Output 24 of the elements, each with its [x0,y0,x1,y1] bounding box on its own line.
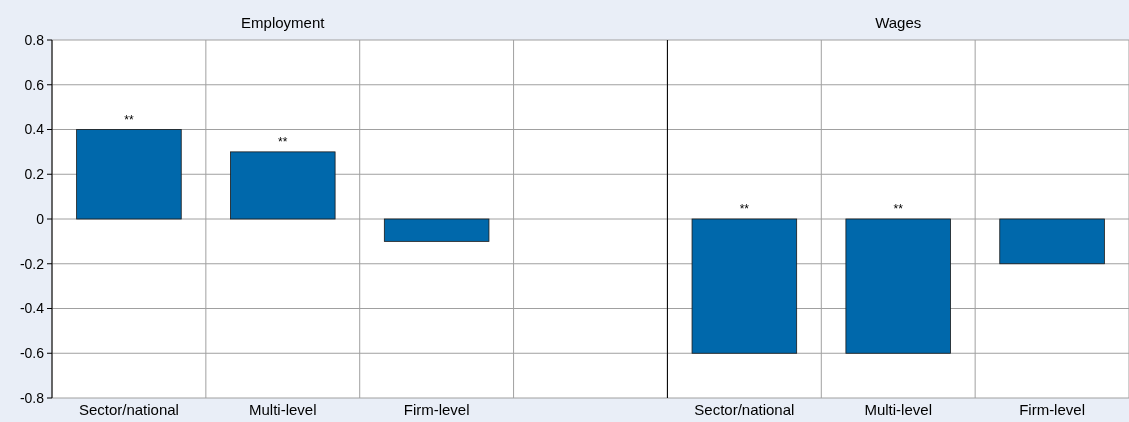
chart-title: Employment [241,14,326,31]
bar [230,151,336,220]
y-tick-label: -0.8 [19,389,45,406]
x-tick-label: Firm-level [403,401,470,418]
x-tick-label: Firm-level [1019,401,1085,418]
bar [383,218,490,242]
data-label: ** [893,202,904,216]
y-tick-label: -0.6 [19,345,45,362]
y-tick-label: 0 [36,210,45,227]
chart-title: Wages [875,14,922,31]
bar [76,129,182,220]
x-tick-label: Sector/national [78,401,179,418]
y-tick-label: 0.2 [24,166,45,183]
y-tick-label: 0.8 [24,31,45,48]
data-label: ** [278,134,288,149]
data-label: ** [739,202,750,216]
x-tick-label: Multi-level [864,401,932,418]
y-tick-label: 0.6 [24,76,45,93]
data-label: ** [124,112,134,127]
x-tick-label: Multi-level [249,401,317,418]
y-tick-label: 0.4 [24,121,45,138]
x-tick-label: Sector/national [694,401,795,418]
y-tick-label: -0.4 [19,300,45,317]
y-tick-label: -0.2 [19,255,45,272]
